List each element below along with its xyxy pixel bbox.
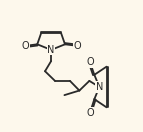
Text: O: O [22,41,29,51]
Text: O: O [73,41,81,51]
Text: O: O [86,108,94,118]
Text: O: O [86,57,94,67]
Text: N: N [47,45,55,55]
Text: N: N [96,82,103,92]
